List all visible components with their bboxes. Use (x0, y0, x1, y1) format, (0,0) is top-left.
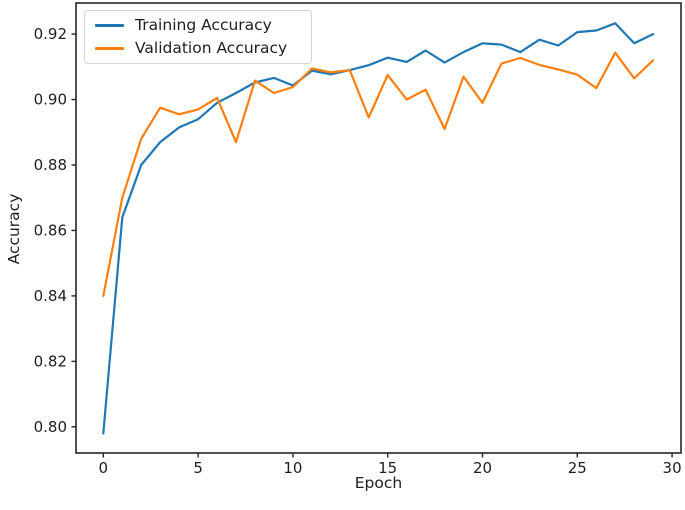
x-axis-tick-label: 5 (193, 459, 203, 477)
axes-spines (75, 2, 682, 454)
x-axis-tick-label: 25 (568, 459, 587, 477)
legend-entry-training: Training Accuracy (95, 16, 311, 34)
x-axis-tick-label: 30 (663, 459, 682, 477)
training-line-swatch (95, 24, 124, 28)
x-axis-tick-label: 20 (473, 459, 492, 477)
x-axis-tick-label: 15 (378, 459, 397, 477)
validation-accuracy-line (102, 51, 655, 297)
x-axis-tick-label: 10 (283, 459, 302, 477)
validation-line-swatch (95, 46, 124, 50)
x-axis-tick-label: 0 (99, 459, 109, 477)
training-accuracy-line (102, 22, 655, 435)
y-axis-tick-label: 0.82 (34, 352, 67, 370)
y-axis-tick-label: 0.90 (34, 91, 67, 109)
legend-label-training: Training Accuracy (135, 16, 272, 34)
y-axis-label: Accuracy (5, 193, 23, 265)
y-axis-tick-label: 0.86 (34, 221, 67, 239)
x-axis-label: Epoch (354, 474, 403, 492)
legend-label-validation: Validation Accuracy (135, 38, 288, 57)
legend-entry-validation: Validation Accuracy (95, 38, 311, 57)
y-axis-tick-label: 0.92 (34, 25, 67, 43)
y-axis-tick-label: 0.88 (34, 156, 67, 174)
y-axis-tick-label: 0.80 (34, 418, 67, 436)
legend: Training Accuracy Validation Accuracy (84, 10, 312, 64)
y-axis-tick-label: 0.84 (34, 287, 67, 305)
